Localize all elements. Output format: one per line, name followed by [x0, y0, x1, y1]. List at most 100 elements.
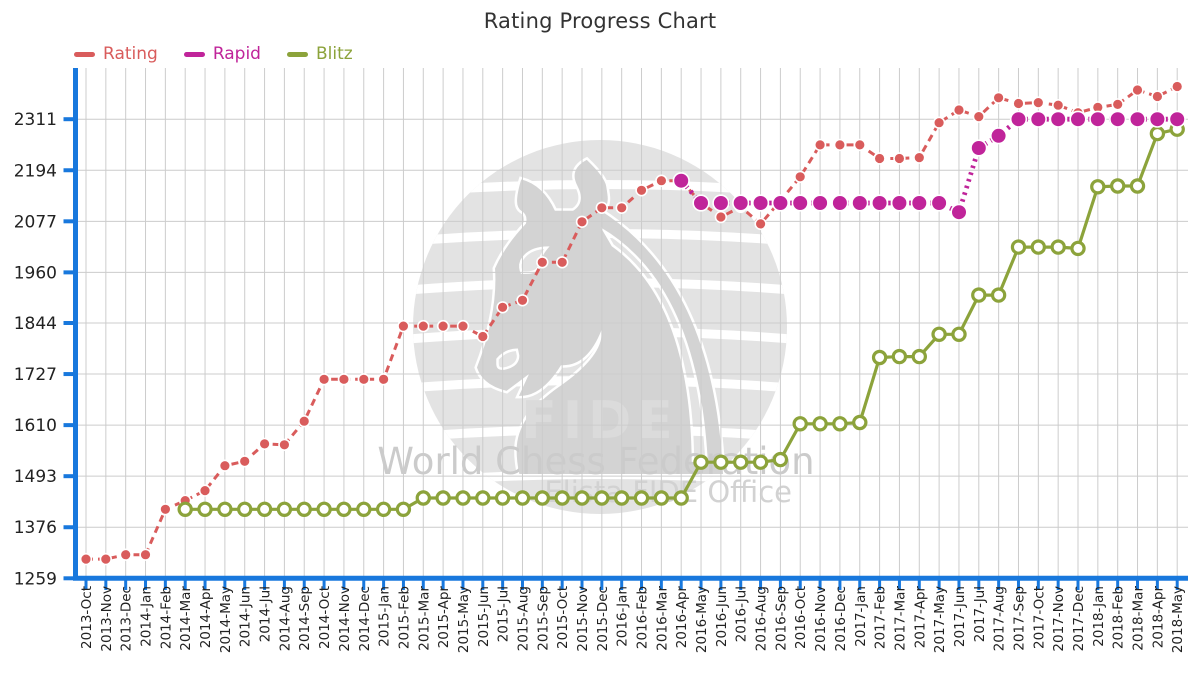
rapid-point	[1089, 110, 1107, 128]
x-tick-label: 2016-Jun	[714, 586, 730, 647]
rating-point	[218, 459, 232, 472]
rapid-point	[732, 194, 750, 212]
blitz-point	[971, 287, 987, 303]
y-tick-label: 1259	[14, 569, 57, 589]
x-tick-label: 2017-Mar	[892, 586, 908, 651]
rating-point	[516, 294, 529, 307]
y-tick-label: 1844	[14, 314, 57, 334]
rapid-point	[1069, 110, 1087, 128]
x-tick-label: 2018-Apr	[1150, 586, 1166, 649]
blitz-point	[455, 490, 471, 506]
rating-point	[278, 438, 291, 451]
x-tick-label: 2016-Aug	[754, 586, 770, 651]
blitz-point	[852, 414, 868, 431]
rapid-point	[672, 172, 690, 190]
blitz-point	[494, 490, 511, 506]
rapid-point	[1049, 110, 1067, 128]
blitz-point	[653, 490, 670, 506]
blitz-point	[1030, 239, 1047, 255]
x-tick-label: 2015-Feb	[396, 586, 412, 649]
series-rapid	[672, 110, 1186, 221]
rapid-point	[1029, 110, 1047, 128]
blitz-point	[256, 501, 273, 517]
x-tick-label: 2013-Dec	[119, 586, 135, 651]
blitz-point	[673, 490, 689, 506]
rapid-point	[692, 194, 710, 212]
blitz-point	[514, 490, 531, 506]
x-tick-label: 2013-Nov	[99, 586, 115, 652]
x-tick-label: 2014-Apr	[198, 586, 214, 649]
rapid-point	[870, 194, 889, 212]
x-tick-label: 2015-Sep	[535, 586, 551, 651]
chart-title: Rating Progress Chart	[483, 9, 717, 33]
rapid-point	[950, 203, 968, 221]
rating-point	[496, 301, 509, 314]
axis-labels: 2311 2194 2077 1960 1844 1727 1610 1493 1376 1259…	[14, 110, 1186, 653]
rating-point	[436, 319, 450, 333]
rating-point	[913, 151, 926, 164]
legend-label-rapid: Rapid	[212, 44, 261, 64]
rating-point	[317, 373, 331, 386]
x-tick-label: 2015-Oct	[555, 586, 571, 649]
watermark-brand: FIDE	[521, 391, 679, 451]
legend-item-blitz: Blitz	[286, 44, 353, 64]
blitz-point	[276, 501, 293, 517]
rapid-point	[989, 127, 1008, 145]
rating-point	[893, 152, 906, 165]
y-tick-label: 1493	[14, 467, 57, 487]
rating-point	[873, 152, 886, 165]
x-tick-label: 2015-Apr	[436, 586, 452, 649]
x-tick-label: 2014-Jun	[238, 586, 254, 647]
rating-point	[397, 319, 410, 333]
x-tick-label: 2017-Apr	[912, 586, 928, 649]
blitz-point	[534, 490, 551, 506]
x-tick-label: 2016-Nov	[813, 586, 829, 652]
x-tick-label: 2016-Mar	[654, 586, 670, 651]
rating-point	[536, 256, 549, 269]
x-tick-label: 2017-Feb	[873, 586, 889, 649]
rating-point	[555, 256, 569, 269]
x-tick-label: 2017-Dec	[1071, 586, 1087, 651]
blitz-point	[356, 501, 372, 517]
rapid-point	[1128, 110, 1147, 128]
rating-point	[1151, 90, 1164, 103]
blitz-point	[236, 501, 253, 517]
rating-point	[119, 548, 132, 561]
blitz-point	[931, 326, 947, 342]
rating-point	[655, 174, 668, 187]
rapid-point	[771, 194, 790, 212]
x-tick-label: 2014-Sep	[297, 586, 313, 651]
series-rating	[79, 80, 1184, 566]
x-tick-label: 2014-Nov	[337, 586, 353, 652]
rating-point	[635, 184, 648, 197]
blitz-point	[990, 287, 1007, 303]
rapid-point	[831, 194, 849, 212]
x-tick-label: 2017-Aug	[992, 586, 1008, 651]
legend-label-rating: Rating	[103, 44, 158, 64]
x-tick-label: 2018-Jan	[1091, 586, 1107, 647]
legend-label-blitz: Blitz	[315, 44, 353, 64]
blitz-point	[594, 490, 610, 506]
x-tick-label: 2016-Feb	[635, 586, 651, 649]
rating-point	[833, 138, 847, 152]
x-tick-label: 2017-Nov	[1051, 586, 1067, 652]
x-tick-label: 2016-Oct	[793, 586, 809, 649]
blitz-point	[911, 348, 928, 365]
rating-point	[952, 103, 966, 117]
x-tick-label: 2017-Jul	[972, 586, 988, 642]
x-tick-label: 2015-Jun	[476, 586, 492, 647]
rating-point	[615, 201, 628, 215]
blitz-point	[554, 490, 570, 506]
blitz-point	[1129, 178, 1146, 194]
x-tick-label: 2015-Dec	[595, 586, 611, 651]
rapid-point	[791, 194, 809, 212]
y-tick-label: 1960	[14, 263, 57, 283]
legend-item-rapid: Rapid	[183, 44, 261, 64]
x-tick-label: 2015-May	[456, 586, 472, 653]
blitz-point	[614, 490, 630, 506]
rating-point	[159, 503, 172, 516]
blitz-line-swatch-icon	[286, 51, 308, 57]
x-tick-label: 2014-Aug	[277, 586, 293, 651]
